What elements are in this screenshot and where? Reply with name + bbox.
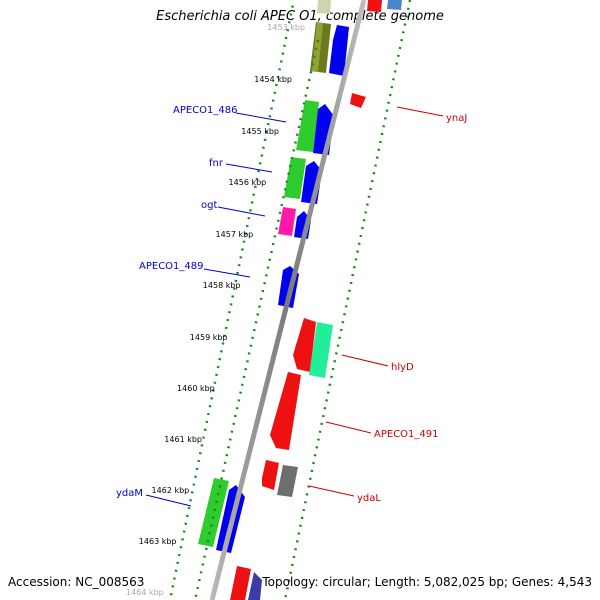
dotted-track-3 bbox=[283, 0, 412, 600]
genome-summary-text: Topology: circular; Length: 5,082,025 bp… bbox=[262, 575, 592, 589]
feature-grey-ydaL bbox=[277, 465, 298, 497]
accession-text: Accession: NC_008563 bbox=[8, 575, 145, 589]
feature-grey-top bbox=[317, 0, 331, 14]
dotted-track-2 bbox=[193, 39, 320, 600]
callout-line bbox=[396, 106, 444, 117]
feature-red-491 bbox=[270, 372, 301, 450]
tick-label: 1459 kbp bbox=[190, 333, 228, 342]
feature-blue-top bbox=[329, 25, 349, 76]
map-title: Escherichia coli APEC O1, complete genom… bbox=[156, 9, 444, 24]
gene-label-left: fnr bbox=[209, 158, 224, 169]
feature-red-bottom bbox=[230, 566, 251, 600]
gene-label-left: ydaM bbox=[116, 488, 143, 499]
callout-line bbox=[235, 112, 287, 123]
callout-line bbox=[325, 421, 372, 434]
feature-green-ydaM bbox=[198, 478, 229, 547]
tick-label: 1457 kbp bbox=[216, 230, 254, 239]
gene-label-right: ynaJ bbox=[446, 113, 467, 124]
feature-olive-highlight bbox=[312, 22, 323, 72]
callout-line bbox=[308, 485, 355, 497]
tick-labels: 1453 kbp 1454 kbp 1455 kbp 1456 kbp 1457 kbp… bbox=[126, 23, 305, 597]
feature-red-hlyD bbox=[293, 318, 316, 372]
feature-blue-top-right bbox=[387, 0, 402, 10]
callout-line bbox=[145, 494, 192, 507]
feature-red-ydaL bbox=[262, 460, 279, 490]
gene-label-left: APECO1_489 bbox=[139, 261, 204, 272]
feature-track bbox=[198, 0, 402, 600]
tick-label: 1461 kbp bbox=[164, 435, 202, 444]
tick-label: 1464 kbp bbox=[126, 588, 164, 597]
tick-label: 1454 kbp bbox=[254, 75, 292, 84]
gene-label-right: hlyD bbox=[391, 362, 414, 373]
gene-label-left: ogt bbox=[201, 200, 217, 211]
feature-green-486 bbox=[296, 100, 319, 152]
tick-label: 1456 kbp bbox=[229, 178, 267, 187]
feature-magenta-ogt bbox=[278, 207, 296, 236]
callout-line bbox=[203, 268, 251, 278]
gene-label-right: APECO1_491 bbox=[374, 429, 439, 440]
tick-label: 1458 kbp bbox=[203, 281, 241, 290]
callout-line bbox=[217, 206, 266, 217]
feature-green-fnr bbox=[284, 157, 306, 199]
tick-label: 1453 kbp bbox=[267, 23, 305, 32]
tick-label: 1455 kbp bbox=[241, 127, 279, 136]
callout-line bbox=[225, 163, 273, 173]
feature-navy-bottom bbox=[248, 572, 262, 600]
gene-label-left: APECO1_486 bbox=[173, 105, 238, 116]
genome-backbone bbox=[209, 0, 367, 600]
tick-label: 1462 kbp bbox=[152, 486, 190, 495]
feature-red-ynaJ bbox=[350, 93, 366, 108]
feature-teal-hlyD bbox=[309, 322, 333, 378]
gene-label-right: ydaL bbox=[357, 493, 381, 504]
tick-label: 1460 kbp bbox=[177, 384, 215, 393]
callout-line bbox=[341, 354, 389, 367]
feature-red-top bbox=[367, 0, 382, 12]
tick-label: 1463 kbp bbox=[139, 537, 177, 546]
